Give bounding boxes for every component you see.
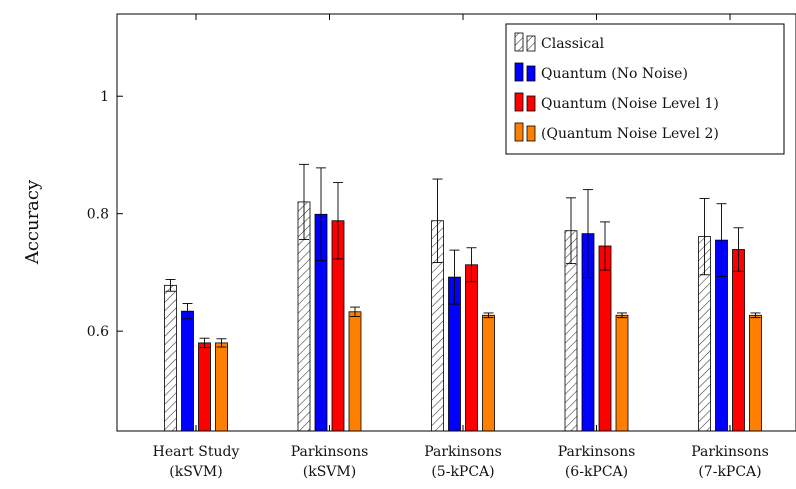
legend-swatch xyxy=(514,32,524,52)
plot-area xyxy=(164,163,762,432)
bar xyxy=(749,314,762,432)
legend-box xyxy=(505,23,785,155)
y-tick-label: 1 xyxy=(100,89,109,105)
x-tick-label: (6-kPCA) xyxy=(565,464,628,480)
y-tick-label: 0.8 xyxy=(87,207,109,223)
legend-swatch xyxy=(526,95,536,112)
legend-label: (Quantum Noise Level 2) xyxy=(541,126,719,142)
x-tick-label: Parkinsons xyxy=(558,444,636,460)
bar xyxy=(482,314,495,432)
axes: 0.6 0.8 1 Heart Study (kSVM) Parkinsons (kSVM)… xyxy=(87,14,769,480)
bar xyxy=(164,284,177,432)
bar xyxy=(348,311,362,432)
legend-label: Quantum (No Noise) xyxy=(541,66,688,82)
x-tick-label: (5-kPCA) xyxy=(431,464,494,480)
legend-swatch xyxy=(526,35,536,52)
legend-swatch xyxy=(514,92,524,112)
x-tick-label: Parkinsons xyxy=(691,444,769,460)
x-tick-label: (kSVM) xyxy=(303,464,356,480)
bar xyxy=(598,245,612,432)
bar xyxy=(732,249,745,432)
legend-swatch xyxy=(514,122,524,142)
bar xyxy=(181,310,194,432)
y-tick-label: 0.6 xyxy=(87,324,109,340)
bar xyxy=(215,342,228,432)
x-tick-label: Heart Study xyxy=(153,444,240,460)
x-tick-label: Parkinsons xyxy=(424,444,502,460)
bar xyxy=(465,264,478,432)
legend-swatch xyxy=(526,125,536,142)
bar xyxy=(615,314,629,432)
y-axis-label: Accuracy xyxy=(22,179,43,265)
legend-swatch xyxy=(514,62,524,82)
bar xyxy=(198,342,211,432)
plot-frame xyxy=(116,13,796,432)
legend-label: Quantum (Noise Level 1) xyxy=(541,96,719,112)
legend: Classical Quantum (No Noise) Quantum (Nois… xyxy=(505,23,785,155)
legend-label: Classical xyxy=(541,36,605,52)
legend-swatch xyxy=(526,65,536,82)
x-tick-label: (kSVM) xyxy=(169,464,222,480)
x-tick-label: (7-kPCA) xyxy=(698,464,761,480)
x-tick-label: Parkinsons xyxy=(291,444,369,460)
